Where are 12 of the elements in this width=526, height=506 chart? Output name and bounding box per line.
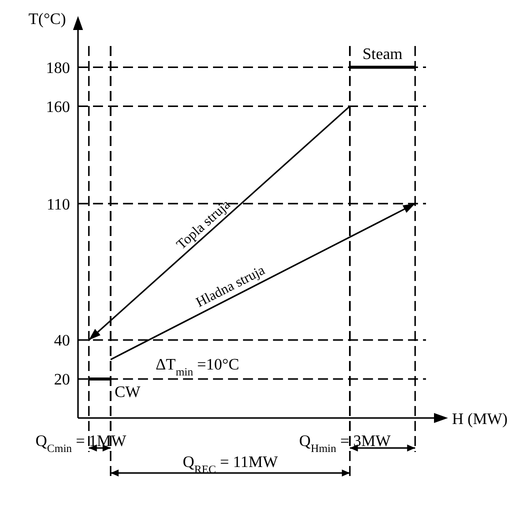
y-tick-label: 160 [46, 98, 70, 116]
y-axis-title: T(°C) [28, 11, 66, 28]
annotation: ΔT$_{min}$ =10°C [156, 356, 240, 379]
y-tick-label: 180 [46, 60, 70, 77]
text: Q$_{Hmin}$ = 3MW [299, 433, 392, 455]
text: Hladna struja [194, 262, 268, 311]
y-tick-label: 20 [54, 372, 70, 389]
series-label: CW [114, 384, 142, 402]
y-tick-label: 40 [54, 332, 70, 350]
series-label: Steam [362, 46, 404, 64]
x-axis-title: H (MW) [452, 411, 508, 428]
y-tick-label: 110 [46, 196, 70, 214]
